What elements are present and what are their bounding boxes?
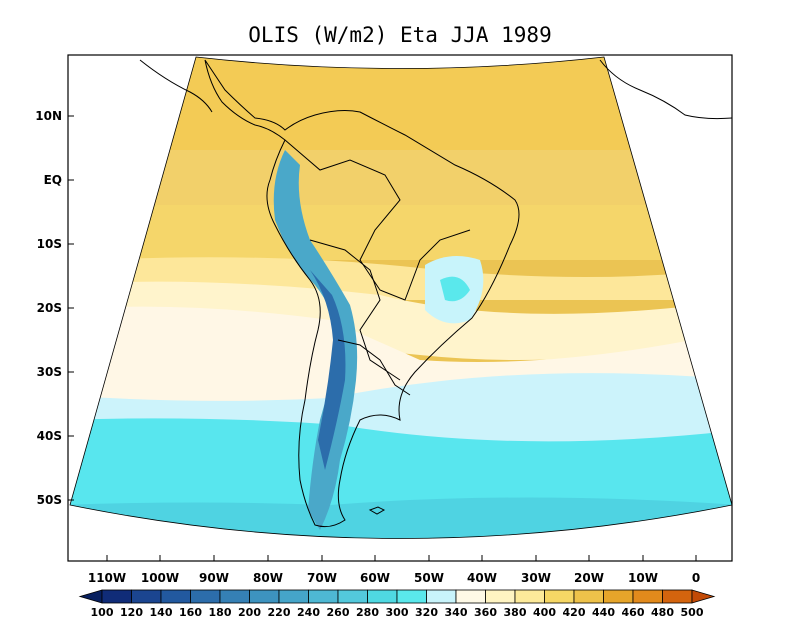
colorbar-cell: [573, 589, 604, 604]
coastlines: [139, 59, 732, 528]
map-title: OLIS (W/m2) Eta JJA 1989: [248, 23, 551, 47]
colorbar-label: 320: [415, 606, 438, 618]
y-labels: 10N EQ 10S 20S 30S 40S 50S: [35, 109, 62, 507]
colorbar-label: 500: [681, 606, 704, 618]
field-north-band: [70, 57, 732, 150]
colorbar-arrow-low: [78, 589, 103, 604]
colorbar-cell: [308, 589, 339, 604]
colorbar-label: 480: [651, 606, 674, 618]
colorbar-label: 240: [297, 606, 320, 618]
colorbar-label: 120: [120, 606, 143, 618]
colorbar-label: 180: [209, 606, 232, 618]
x-labels: 110W 100W 90W 80W 70W 60W 50W 40W 30W 20…: [88, 571, 700, 585]
field-highlands-core: [440, 276, 470, 302]
colorbar-label: 300: [386, 606, 409, 618]
south-america-coast: [204, 59, 520, 528]
lon-label: 50W: [414, 571, 444, 585]
field-andes-low: [273, 150, 358, 530]
borders-central: [309, 239, 401, 381]
colorbar-cell: [632, 589, 663, 604]
colorbar-label: 340: [445, 606, 468, 618]
africa-coast: [599, 59, 732, 120]
field-band-cream: [70, 281, 732, 360]
domain-outline: [69, 56, 733, 539]
colorbar-cell: [485, 589, 516, 604]
colorbar-cell: [514, 589, 545, 604]
colorbar-label: 400: [533, 606, 556, 618]
colorbar-label: 200: [238, 606, 261, 618]
lon-label: 110W: [88, 571, 126, 585]
colorbar-cell: [367, 589, 398, 604]
borders-north: [284, 139, 471, 301]
lat-label: 50S: [37, 493, 62, 507]
colorbar-label: 460: [622, 606, 645, 618]
colorbar-cell: [190, 589, 221, 604]
colorbar-cell: [101, 589, 132, 604]
colorbar: 100 120 140 160 180 200 220 240 260 280 300 320 340 3…: [78, 589, 716, 618]
colorbar-label: 100: [91, 606, 114, 618]
x-ticks: [106, 555, 697, 561]
lat-label: 40S: [37, 429, 62, 443]
colorbar-cell: [603, 589, 634, 604]
lon-label: 10W: [628, 571, 658, 585]
field-tropical-band: [70, 205, 732, 260]
lat-label: EQ: [44, 173, 62, 187]
lon-label: 80W: [253, 571, 283, 585]
colorbar-label: 380: [504, 606, 527, 618]
field-equatorial-band: [70, 150, 732, 210]
lon-label: 0: [692, 571, 700, 585]
colorbar-cell: [337, 589, 368, 604]
colorbar-cell: [455, 589, 486, 604]
borders-south: [337, 339, 411, 396]
colorbar-label: 420: [563, 606, 586, 618]
lon-label: 20W: [574, 571, 604, 585]
colorbar-label: 160: [179, 606, 202, 618]
lat-label: 10N: [35, 109, 62, 123]
colorbar-cell: [544, 589, 575, 604]
colorbar-label: 140: [150, 606, 173, 618]
colorbar-label: 280: [356, 606, 379, 618]
colorbar-cell: [131, 589, 162, 604]
lat-label: 30S: [37, 365, 62, 379]
field-andes-min: [310, 270, 346, 470]
colorbar-cell: [396, 589, 427, 604]
colorbar-label: 360: [474, 606, 497, 618]
colorbar-arrow-high: [691, 589, 716, 604]
central-america-coast: [139, 59, 213, 113]
colorbar-cell: [426, 589, 457, 604]
lon-label: 60W: [360, 571, 390, 585]
falklands: [368, 506, 386, 515]
colorbar-label: 220: [268, 606, 291, 618]
lon-label: 30W: [521, 571, 551, 585]
colorbar-label: 260: [327, 606, 350, 618]
field-band-teal: [70, 497, 732, 539]
colorbar-cell: [249, 589, 280, 604]
colorbar-cell: [662, 589, 693, 604]
y-ticks: [68, 115, 74, 501]
colorbar-cell: [160, 589, 191, 604]
lat-label: 10S: [37, 237, 62, 251]
field-band-cyan: [70, 418, 732, 539]
lon-label: 100W: [141, 571, 179, 585]
lon-label: 70W: [307, 571, 337, 585]
lat-label: 20S: [37, 301, 62, 315]
lon-label: 90W: [199, 571, 229, 585]
lon-label: 40W: [467, 571, 497, 585]
colorbar-cell: [278, 589, 309, 604]
colorbar-label: 440: [592, 606, 615, 618]
olis-field: [70, 57, 732, 539]
colorbar-cell: [219, 589, 250, 604]
